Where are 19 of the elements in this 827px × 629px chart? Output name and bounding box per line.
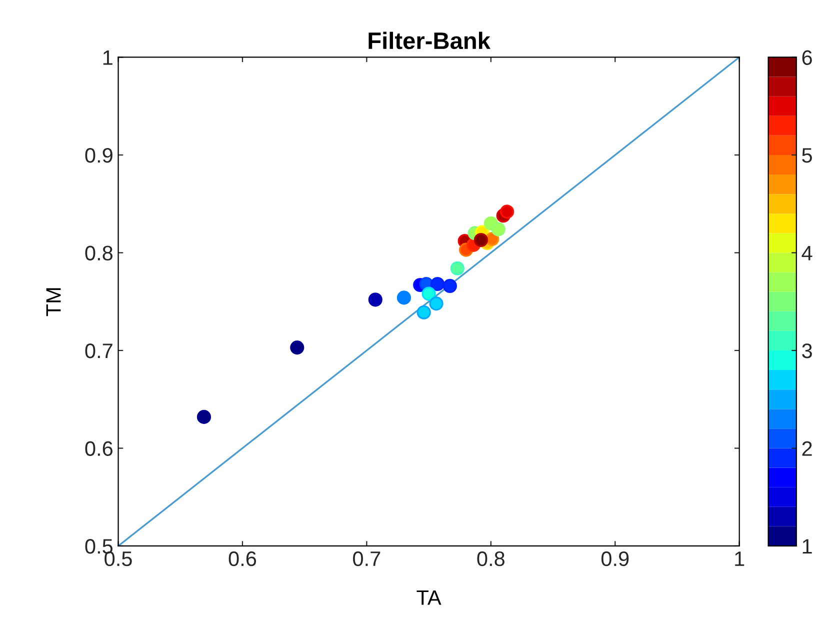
y-tick-label: 0.7 — [85, 343, 112, 358]
x-tick-label: 0.8 — [477, 551, 504, 566]
y-axis-title: TM — [46, 288, 61, 316]
color-bar-label: 6 — [802, 50, 812, 65]
color-bar-label: 4 — [802, 246, 812, 260]
x-tick-label: 0.9 — [601, 551, 629, 566]
color-bar-label: 2 — [802, 441, 812, 456]
color-bar-label: 3 — [802, 343, 812, 358]
color-bar-label: 5 — [802, 148, 812, 163]
y-tick-label: 1 — [103, 50, 112, 65]
chart-title: Filter-Bank — [368, 32, 490, 50]
y-tick-label: 0.6 — [85, 441, 112, 456]
x-tick-label: 0.6 — [228, 551, 256, 566]
y-tick-label: 0.9 — [85, 148, 112, 163]
x-axis-title: TA — [416, 590, 442, 605]
x-tick-label: 1 — [735, 552, 744, 566]
x-tick-label: 0.7 — [353, 551, 380, 566]
y-tick-label: 0.8 — [85, 246, 112, 260]
color-bar-label: 1 — [802, 539, 812, 554]
